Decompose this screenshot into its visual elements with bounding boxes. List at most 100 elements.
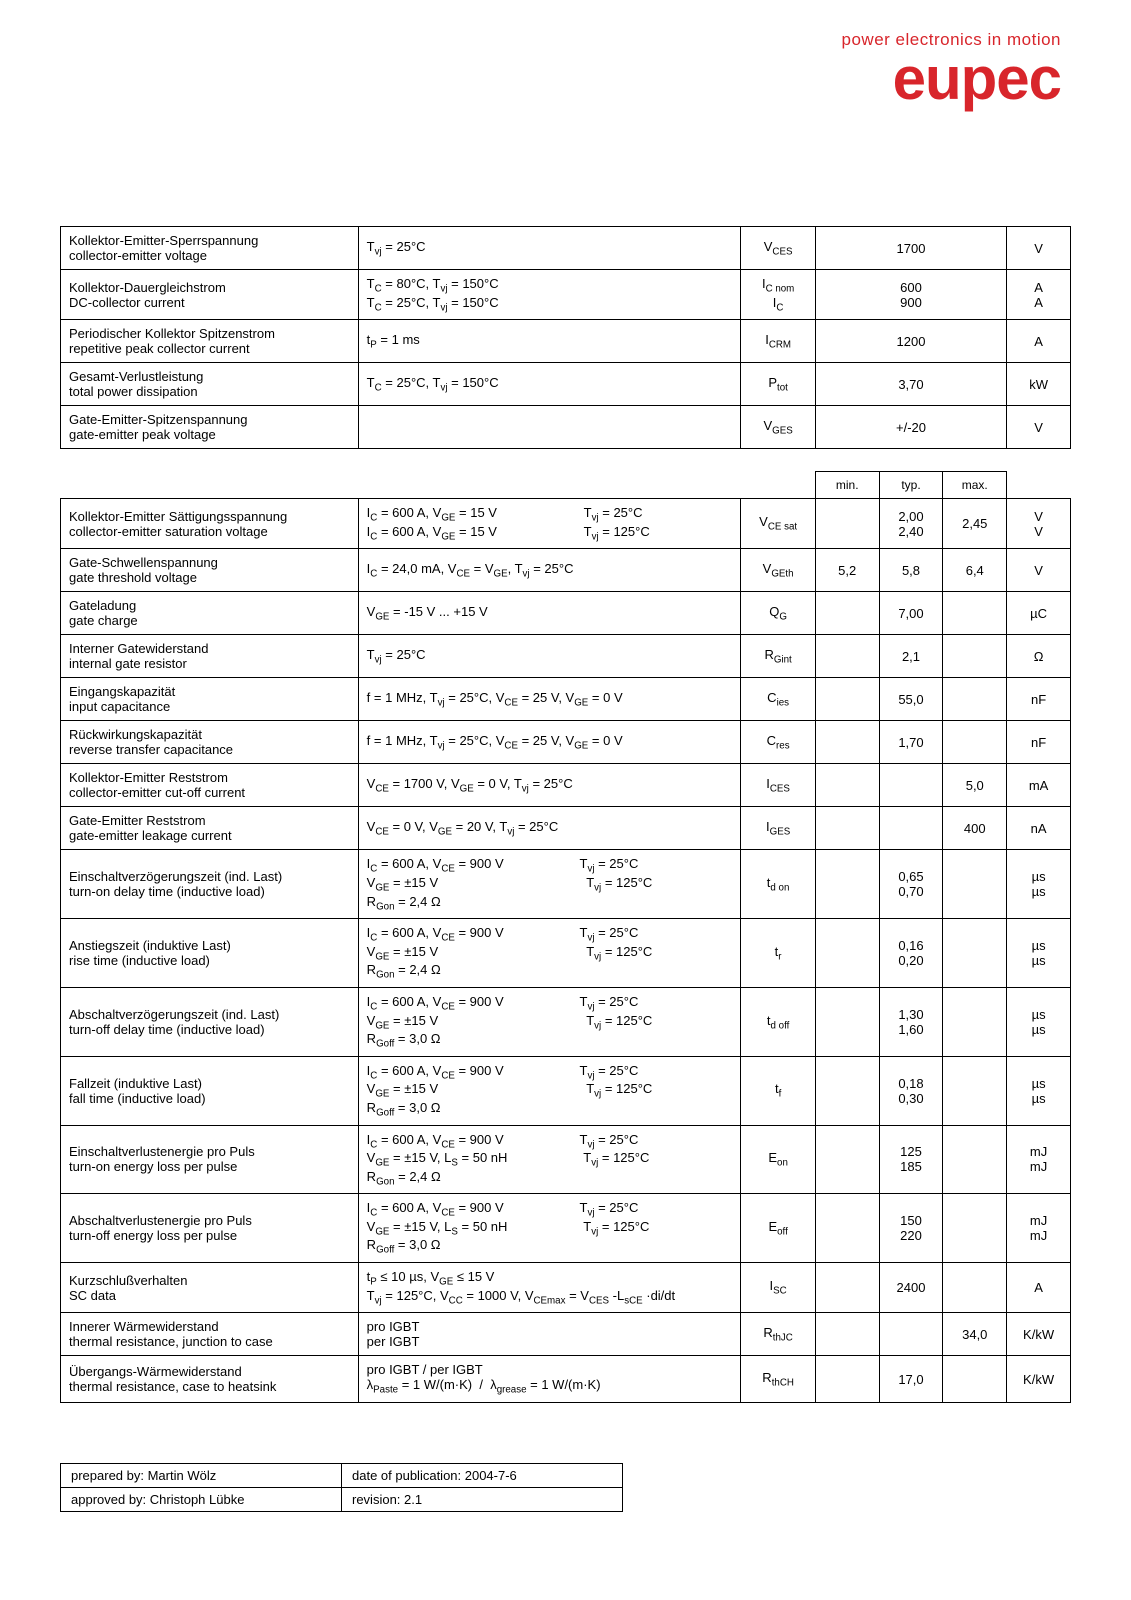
condition: tP = 1 ms <box>358 320 741 363</box>
typ-value <box>879 1313 943 1356</box>
min-value <box>815 1125 879 1194</box>
min-value <box>815 1313 879 1356</box>
unit: µsµs <box>1007 987 1071 1056</box>
min-value <box>815 592 879 635</box>
symbol: Ptot <box>741 363 815 406</box>
param-de: Gate-Emitter Reststrom <box>69 813 350 828</box>
param-de: Kurzschlußverhalten <box>69 1273 350 1288</box>
param-de: Fallzeit (induktive Last) <box>69 1076 350 1091</box>
symbol: Cres <box>741 721 815 764</box>
typ-value: 2400 <box>879 1263 943 1313</box>
typ-value: 150220 <box>879 1194 943 1263</box>
typ-value <box>879 764 943 807</box>
param-en: gate-emitter peak voltage <box>69 427 350 442</box>
max-value <box>943 1056 1007 1125</box>
param-en: collector-emitter voltage <box>69 248 350 263</box>
param-de: Rückwirkungskapazität <box>69 727 350 742</box>
param-en: thermal resistance, junction to case <box>69 1334 350 1349</box>
table-row: Gesamt-Verlustleistungtotal power dissip… <box>61 363 1071 406</box>
max-value <box>943 1194 1007 1263</box>
table-row: KurzschlußverhaltenSC datatP ≤ 10 µs, VG… <box>61 1263 1071 1313</box>
param-en: reverse transfer capacitance <box>69 742 350 757</box>
unit: mA <box>1007 764 1071 807</box>
typ-value <box>879 807 943 850</box>
unit: K/kW <box>1007 1313 1071 1356</box>
symbol: RthJC <box>741 1313 815 1356</box>
table-row: Kollektor-DauergleichstromDC-collector c… <box>61 270 1071 320</box>
table-row: Kollektor-Emitter Reststromcollector-emi… <box>61 764 1071 807</box>
unit: µC <box>1007 592 1071 635</box>
table-row: Gate-Schwellenspannunggate threshold vol… <box>61 549 1071 592</box>
typ-value: 1,70 <box>879 721 943 764</box>
param-en: turn-off delay time (inductive load) <box>69 1022 350 1037</box>
unit: Ω <box>1007 635 1071 678</box>
header-min: min. <box>815 472 879 499</box>
max-value <box>943 721 1007 764</box>
max-value <box>943 635 1007 678</box>
typ-value: 0,160,20 <box>879 919 943 988</box>
min-value <box>815 919 879 988</box>
table-row: Gate-Emitter Reststromgate-emitter leaka… <box>61 807 1071 850</box>
symbol: tf <box>741 1056 815 1125</box>
unit: mJmJ <box>1007 1125 1071 1194</box>
condition: VGE = -15 V ... +15 V <box>358 592 741 635</box>
max-value <box>943 919 1007 988</box>
param-de: Eingangskapazität <box>69 684 350 699</box>
param-en: gate-emitter leakage current <box>69 828 350 843</box>
unit: µsµs <box>1007 919 1071 988</box>
param-de: Kollektor-Emitter Reststrom <box>69 770 350 785</box>
typ-value: 0,180,30 <box>879 1056 943 1125</box>
min-value <box>815 635 879 678</box>
typ-value: 55,0 <box>879 678 943 721</box>
condition: IC = 600 A, VCE = 900 V Tvj = 25°CVGE = … <box>358 1125 741 1194</box>
symbol: ISC <box>741 1263 815 1313</box>
header-max: max. <box>943 472 1007 499</box>
unit: nF <box>1007 678 1071 721</box>
max-value: 5,0 <box>943 764 1007 807</box>
footer-table: prepared by: Martin Wölz date of publica… <box>60 1463 623 1512</box>
typ-value: 0,650,70 <box>879 850 943 919</box>
symbol: ICES <box>741 764 815 807</box>
param-de: Gate-Schwellenspannung <box>69 555 350 570</box>
unit: µsµs <box>1007 850 1071 919</box>
param-de: Kollektor-Emitter Sättigungsspannung <box>69 509 350 524</box>
symbol: Eoff <box>741 1194 815 1263</box>
max-value <box>943 678 1007 721</box>
condition: IC = 600 A, VCE = 900 V Tvj = 25°CVGE = … <box>358 1194 741 1263</box>
table-row: Innerer Wärmewiderstandthermal resistanc… <box>61 1313 1071 1356</box>
table-row: Übergangs-Wärmewiderstandthermal resista… <box>61 1356 1071 1403</box>
condition: IC = 600 A, VCE = 900 V Tvj = 25°CVGE = … <box>358 850 741 919</box>
param-en: internal gate resistor <box>69 656 350 671</box>
param-en: thermal resistance, case to heatsink <box>69 1379 350 1394</box>
condition: f = 1 MHz, Tvj = 25°C, VCE = 25 V, VGE =… <box>358 721 741 764</box>
param-en: collector-emitter saturation voltage <box>69 524 350 539</box>
param-en: gate threshold voltage <box>69 570 350 585</box>
typ-value: 2,002,40 <box>879 499 943 549</box>
min-value <box>815 1056 879 1125</box>
min-value <box>815 721 879 764</box>
condition <box>358 406 741 449</box>
max-value: 2,45 <box>943 499 1007 549</box>
param-de: Abschaltverlustenergie pro Puls <box>69 1213 350 1228</box>
table-row: Kollektor-Emitter-Sperrspannungcollector… <box>61 227 1071 270</box>
param-en: DC-collector current <box>69 295 350 310</box>
param-en: total power dissipation <box>69 384 350 399</box>
unit: A <box>1007 320 1071 363</box>
condition: IC = 600 A, VGE = 15 V Tvj = 25°CIC = 60… <box>358 499 741 549</box>
symbol: Eon <box>741 1125 815 1194</box>
param-en: gate charge <box>69 613 350 628</box>
table-row: Einschaltverlustenergie pro Pulsturn-on … <box>61 1125 1071 1194</box>
condition: IC = 600 A, VCE = 900 V Tvj = 25°CVGE = … <box>358 987 741 1056</box>
min-value <box>815 807 879 850</box>
revision: revision: 2.1 <box>342 1487 623 1511</box>
unit: mJmJ <box>1007 1194 1071 1263</box>
table-row: Abschaltverlustenergie pro Pulsturn-off … <box>61 1194 1071 1263</box>
value: +/-20 <box>815 406 1006 449</box>
table-row: Einschaltverzögerungszeit (ind. Last)tur… <box>61 850 1071 919</box>
publication-date: date of publication: 2004-7-6 <box>342 1463 623 1487</box>
param-de: Gesamt-Verlustleistung <box>69 369 350 384</box>
table-row: Fallzeit (induktive Last)fall time (indu… <box>61 1056 1071 1125</box>
param-en: collector-emitter cut-off current <box>69 785 350 800</box>
param-de: Gateladung <box>69 598 350 613</box>
min-value <box>815 1356 879 1403</box>
